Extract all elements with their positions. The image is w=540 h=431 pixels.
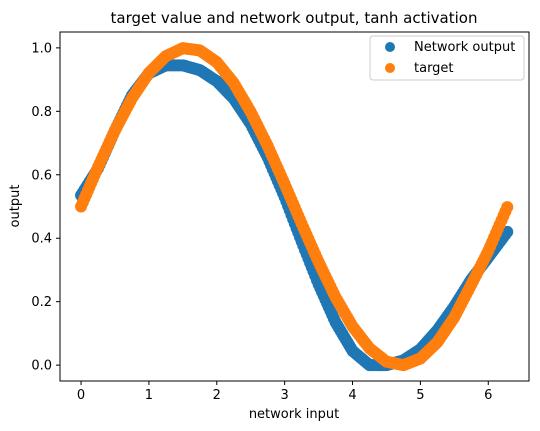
- target-point-250: [501, 201, 514, 214]
- x-axis: 0 1 2 3 4 5 6: [77, 381, 492, 403]
- y-tick-label-4: 0.8: [31, 105, 52, 120]
- network-output-point-250: [501, 225, 514, 238]
- x-tick-label-4: 4: [348, 388, 356, 403]
- legend-label-target: target: [414, 61, 454, 76]
- x-tick-label-1: 1: [145, 388, 153, 403]
- x-tick-label-5: 5: [416, 388, 424, 403]
- legend-marker-network-output: [385, 42, 395, 52]
- chart-title: target value and network output, tanh ac…: [111, 9, 478, 27]
- x-tick-label-2: 2: [213, 388, 221, 403]
- plot-area-frame: [59, 31, 530, 382]
- y-tick-label-0: 0.0: [31, 359, 52, 374]
- y-tick-label-5: 1.0: [31, 41, 52, 56]
- y-axis: 0.0 0.2 0.4 0.6 0.8 1.0: [31, 41, 60, 374]
- points-layer: [75, 42, 514, 372]
- legend-label-network-output: Network output: [414, 40, 515, 55]
- y-axis-label: output: [8, 185, 23, 228]
- x-tick-label-0: 0: [77, 388, 85, 403]
- x-tick-label-6: 6: [484, 388, 492, 403]
- legend-box: [369, 35, 525, 81]
- legend-marker-target: [385, 63, 395, 73]
- y-tick-label-2: 0.4: [31, 232, 52, 247]
- legend: Network output target: [369, 35, 525, 81]
- y-tick-label-1: 0.2: [31, 295, 52, 310]
- x-axis-label: network input: [249, 407, 339, 422]
- y-tick-label-3: 0.6: [31, 168, 52, 183]
- x-tick-label-3: 3: [281, 388, 289, 403]
